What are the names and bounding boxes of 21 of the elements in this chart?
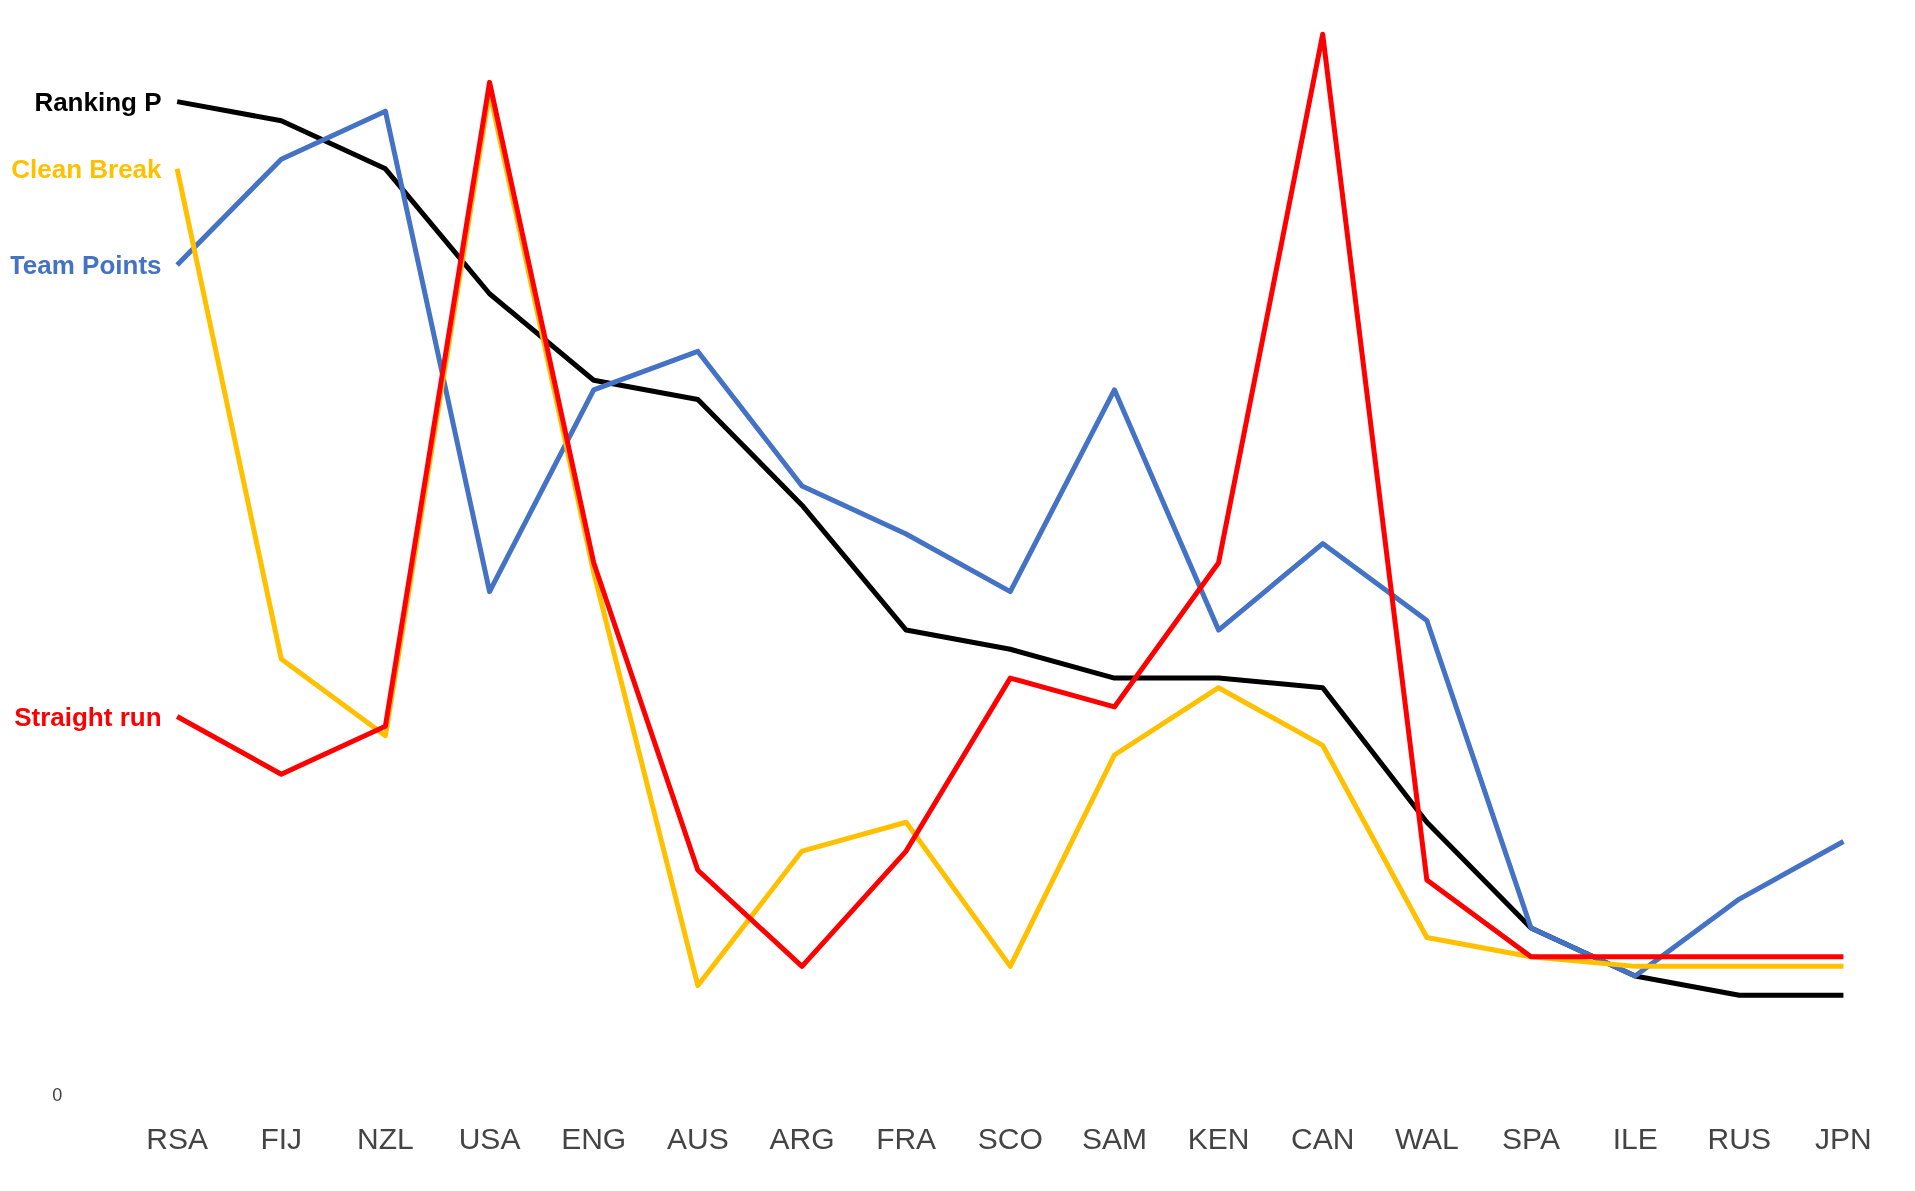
x-tick-label: SCO [977,1121,1043,1155]
x-tick-label: ENG [561,1121,627,1155]
x-tick-label: ARG [769,1121,835,1155]
x-tick-label: FIJ [260,1121,303,1155]
x-tick-label: RSA [146,1121,208,1155]
x-tick-label: SAM [1081,1121,1147,1155]
x-tick-label: JPN [1815,1121,1872,1155]
series-label: Ranking P [34,86,162,117]
series-label: Straight run [14,701,162,732]
x-tick-label: WAL [1394,1121,1459,1155]
x-tick-label: ILE [1612,1121,1658,1155]
x-tick-label: AUS [667,1121,729,1155]
x-tick-label: RUS [1707,1121,1771,1155]
x-tick-label: FRA [876,1121,937,1155]
series-label: Clean Break [11,153,163,184]
x-tick-label: KEN [1187,1121,1250,1155]
x-tick-label: NZL [357,1121,414,1155]
text: 0 [52,1084,63,1105]
x-tick-label: CAN [1291,1121,1355,1155]
x-tick-label: USA [458,1121,521,1155]
x-tick-label: SPA [1502,1121,1560,1155]
